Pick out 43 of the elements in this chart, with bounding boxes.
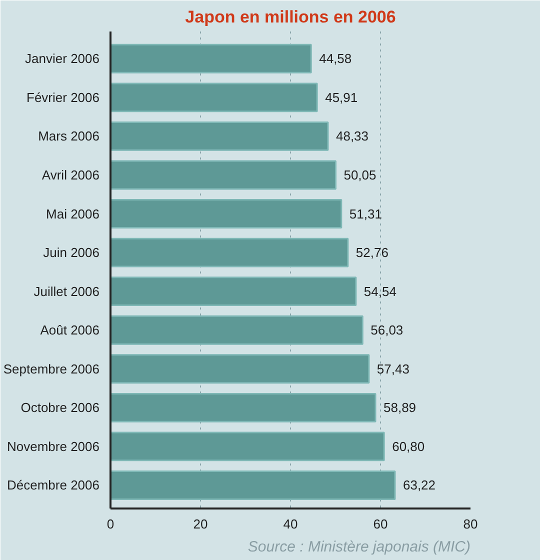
data-label: 50,05 [344,167,376,182]
data-label: 51,31 [349,206,382,222]
bar [110,82,318,112]
y-tick-label: Avril 2006 [42,167,100,182]
x-tick-label: 80 [463,516,478,532]
data-label: 52,76 [356,245,388,260]
y-tick-label: Juin 2006 [43,245,100,260]
bar [110,470,396,500]
y-tick-label: Novembre 2006 [7,438,100,454]
y-tick-label: Mai 2006 [46,206,100,222]
x-tick-label: 40 [283,516,298,532]
data-label: 63,22 [402,478,436,493]
y-tick-label: Août 2006 [40,322,100,338]
bar [110,432,385,462]
y-tick-label: Septembre 2006 [3,361,100,376]
source-note: Source : Ministère japonais (MIC) [248,538,471,556]
x-tick-label: 20 [193,516,208,532]
data-label: 57,43 [376,361,410,376]
data-label: 45,91 [325,90,358,105]
data-label: 44,58 [319,51,352,66]
bar [110,315,364,345]
data-label: 54,54 [364,284,396,299]
y-tick-label: Janvier 2006 [25,51,100,66]
y-tick-label: Octobre 2006 [20,400,100,416]
x-tick-label: 60 [373,516,388,532]
data-label: 58,89 [384,400,416,416]
y-tick-label: Décembre 2006 [7,478,100,493]
data-label: 48,33 [336,128,369,144]
bar [110,238,349,268]
bar [110,44,312,74]
bar [110,276,357,306]
x-tick-label: 0 [106,516,114,532]
y-tick-label: Février 2006 [26,90,100,105]
y-tick-label: Mars 2006 [38,128,100,144]
y-tick-label: Juillet 2006 [34,284,100,299]
bar [110,392,376,422]
data-label: 60,80 [392,438,425,454]
chart-title: Japon en millions en 2006 [185,8,396,26]
bar [110,121,329,151]
bar [110,354,370,384]
bar [110,199,342,228]
data-label: 56,03 [370,322,404,338]
bar [110,160,336,190]
